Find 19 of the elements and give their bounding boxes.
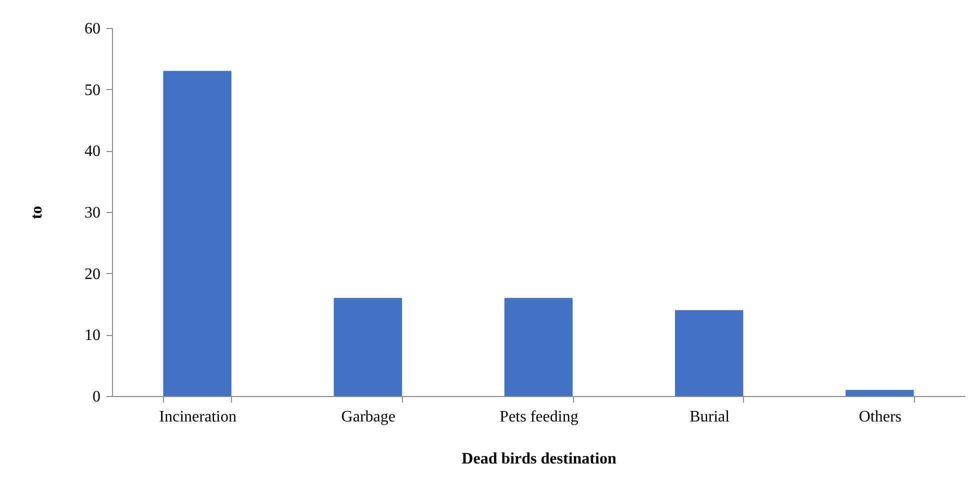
- bar: [504, 298, 573, 396]
- y-tick-label: 30: [84, 204, 100, 222]
- bar: [846, 390, 914, 396]
- y-tick-label: 60: [84, 20, 100, 38]
- x-tick-label: Pets feeding: [500, 408, 578, 426]
- bar: [334, 298, 402, 396]
- y-tick-label: 50: [84, 82, 100, 99]
- y-axis-title: to: [28, 206, 46, 220]
- y-tick-label: 0: [92, 388, 100, 406]
- y-tick-label: 40: [84, 143, 100, 160]
- x-tick-label: Others: [858, 408, 902, 426]
- bar: [163, 70, 232, 396]
- x-axis-title: Dead birds destination: [462, 450, 616, 468]
- x-tick-label: Garbage: [341, 408, 396, 426]
- y-tick-label: 10: [84, 327, 100, 344]
- bar: [674, 310, 744, 396]
- y-tick-label: 20: [84, 266, 100, 283]
- x-tick-label: Burial: [690, 408, 730, 426]
- x-tick-label: Incineration: [159, 408, 236, 426]
